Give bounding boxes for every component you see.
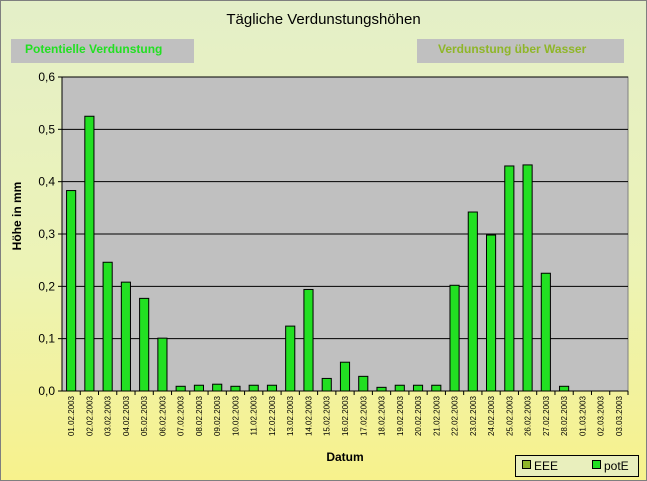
x-tick-label: 05.02.2003 xyxy=(140,395,149,436)
y-tick-label: 0,3 xyxy=(38,227,55,241)
x-tick-label: 08.02.2003 xyxy=(195,395,204,436)
x-tick-label: 03.03.2003 xyxy=(615,395,624,436)
bar-pote xyxy=(66,190,77,392)
bar-pote xyxy=(358,375,369,392)
x-tick-label: 15.02.2003 xyxy=(323,395,332,436)
bar-pote xyxy=(266,384,278,392)
x-tick-label: 25.02.2003 xyxy=(505,395,514,436)
bar-pote xyxy=(394,384,405,392)
bar-pote xyxy=(540,272,551,392)
y-tick-label: 0,2 xyxy=(38,279,55,293)
x-tick-label: 27.02.2003 xyxy=(542,395,551,436)
bar-pote xyxy=(467,211,478,392)
bar-pote xyxy=(139,297,150,392)
bar-pote xyxy=(339,361,351,392)
bar-pote xyxy=(431,384,442,392)
y-tick-label: 0,1 xyxy=(38,332,55,346)
x-tick-label: 10.02.2003 xyxy=(231,395,240,436)
gridlines xyxy=(62,76,628,340)
legend-swatch-pote xyxy=(592,460,601,469)
bar-pote xyxy=(175,385,186,392)
x-tick-label: 06.02.2003 xyxy=(158,395,167,436)
x-tick-label: 23.02.2003 xyxy=(469,395,478,436)
x-tick-label: 01.03.2003 xyxy=(578,395,587,436)
y-tick-label: 0,4 xyxy=(38,175,55,189)
bar-pote xyxy=(230,385,241,392)
bar-pote xyxy=(193,384,205,392)
x-tick-label: 16.02.2003 xyxy=(341,395,350,436)
y-ticks: 0,0 0,1 0,2 0,3 0,4 0,5 0,6 xyxy=(38,70,62,398)
x-tick-label: 02.03.2003 xyxy=(597,395,606,436)
bar-pote xyxy=(303,288,314,392)
bar-pote xyxy=(412,384,424,392)
y-tick-label: 0,0 xyxy=(38,384,55,398)
x-tick-label: 11.02.2003 xyxy=(250,395,259,435)
x-tick-label: 19.02.2003 xyxy=(396,395,405,436)
bar-pote xyxy=(84,115,95,392)
potentielle-verdunstung-button[interactable]: Potentielle Verdunstung xyxy=(11,39,194,63)
verdunstung-ueber-wasser-button[interactable]: Verdunstung über Wasser xyxy=(417,39,624,63)
x-tick-label: 26.02.2003 xyxy=(524,395,533,436)
bar-pote xyxy=(504,165,515,392)
x-tick-label: 02.02.2003 xyxy=(85,395,94,436)
legend-swatch-eee xyxy=(522,460,531,469)
x-ticks: 01.02.2003 02.02.2003 03.02.2003 04.02.2003… xyxy=(67,391,629,436)
bar-pote xyxy=(248,384,259,392)
x-tick-label: 28.02.2003 xyxy=(560,395,569,436)
bar-pote xyxy=(212,383,223,392)
chart-title: Tägliche Verdunstungshöhen xyxy=(226,11,421,28)
bar-pote xyxy=(376,386,387,392)
bar-pote xyxy=(486,234,497,392)
bar-pote xyxy=(120,281,131,392)
x-tick-label: 13.02.2003 xyxy=(286,395,295,436)
x-tick-label: 20.02.2003 xyxy=(414,395,423,436)
x-tick-label: 12.02.2003 xyxy=(268,395,277,436)
x-tick-label: 01.02.2003 xyxy=(67,395,76,436)
y-tick-label: 0,5 xyxy=(38,122,55,136)
x-tick-label: 09.02.2003 xyxy=(213,395,222,436)
bar-pote xyxy=(321,377,332,392)
x-tick-label: 24.02.2003 xyxy=(487,395,496,436)
legend-label-pote: potE xyxy=(604,459,629,473)
x-tick-label: 17.02.2003 xyxy=(359,395,368,436)
legend-item-eee: EEE xyxy=(522,459,558,473)
legend: EEE potE xyxy=(515,455,639,477)
x-tick-label: 07.02.2003 xyxy=(177,395,186,436)
x-tick-label: 18.02.2003 xyxy=(378,395,387,436)
bar-pote xyxy=(559,385,570,392)
x-axis-label: Datum xyxy=(326,450,363,464)
bar-pote xyxy=(285,325,296,392)
x-tick-label: 04.02.2003 xyxy=(122,395,131,436)
bar-pote xyxy=(157,337,168,392)
legend-item-pote: potE xyxy=(592,459,629,473)
y-tick-label: 0,6 xyxy=(38,70,55,84)
x-tick-label: 14.02.2003 xyxy=(304,395,313,436)
bar-pote xyxy=(449,284,460,392)
x-tick-label: 22.02.2003 xyxy=(451,395,460,436)
bar-pote xyxy=(102,261,113,392)
x-tick-label: 21.02.2003 xyxy=(432,395,441,436)
legend-label-eee: EEE xyxy=(534,459,559,473)
x-tick-label: 03.02.2003 xyxy=(104,395,113,436)
y-axis-label: Höhe in mm xyxy=(10,182,24,251)
bar-pote xyxy=(522,164,533,392)
